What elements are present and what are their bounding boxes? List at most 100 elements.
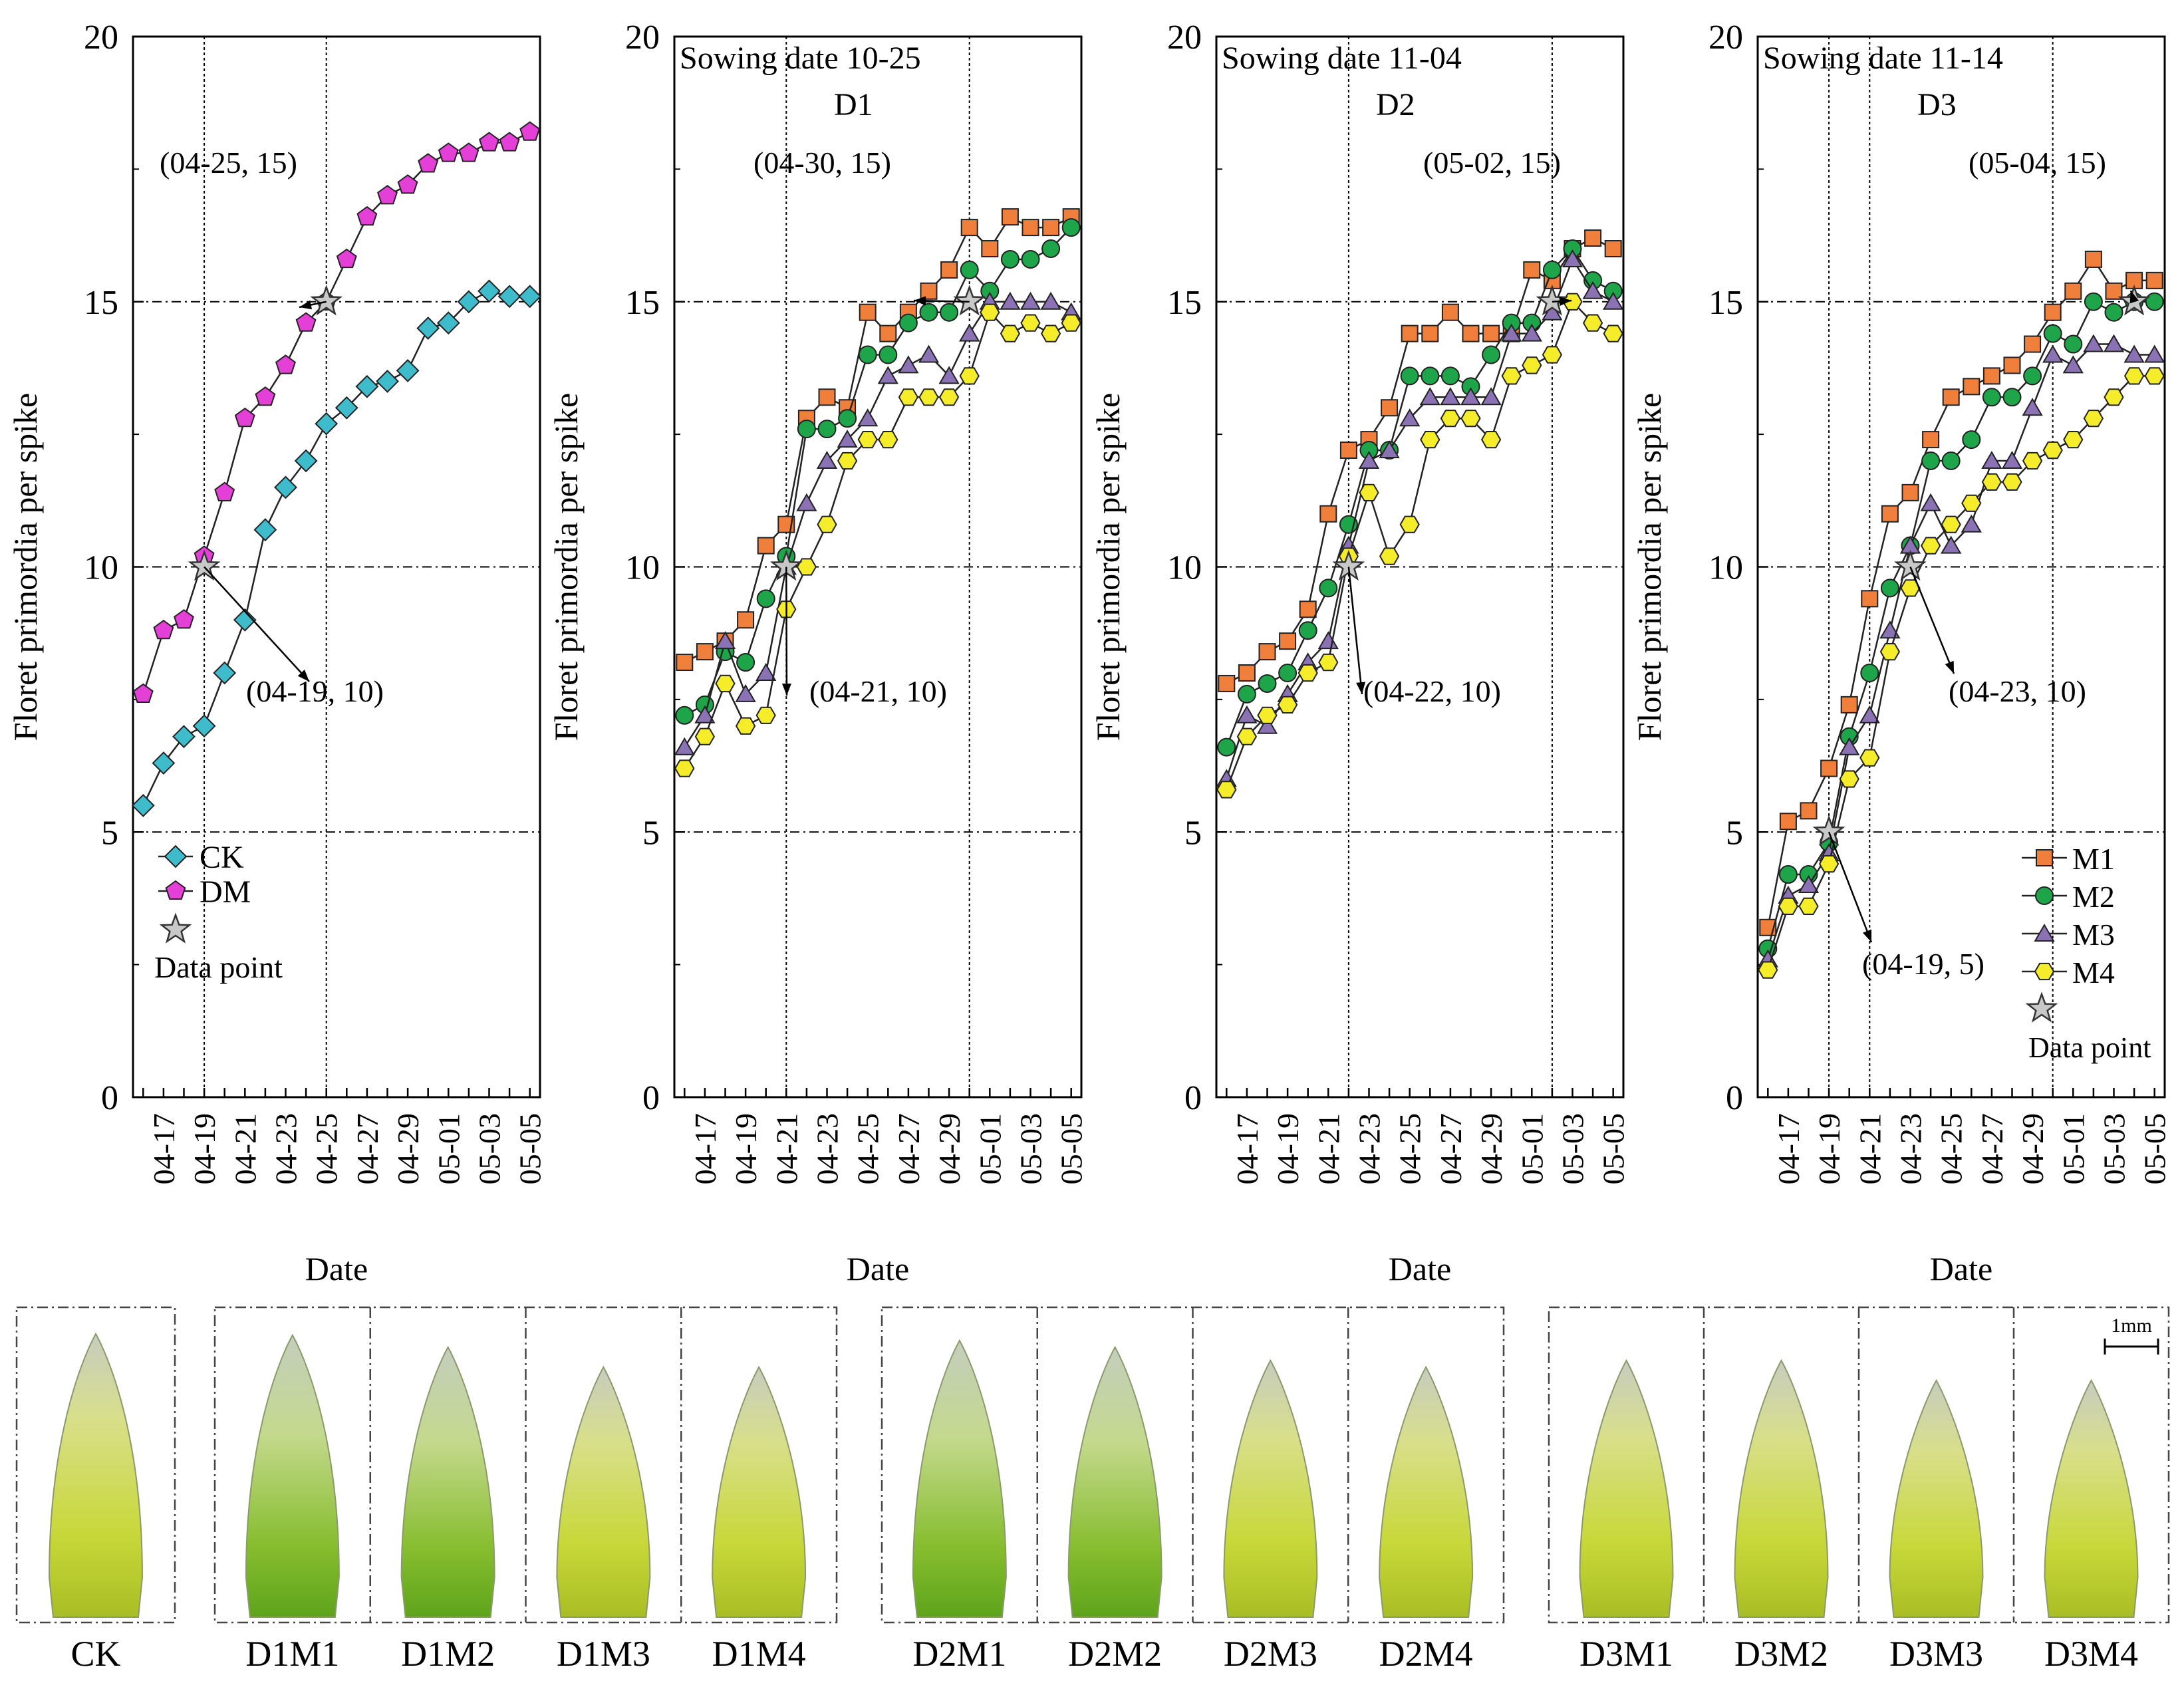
spike-label-d2m3: D2M3 (1224, 1634, 1317, 1674)
data-point-m4 (1040, 324, 1061, 342)
series-m4 (1216, 293, 1623, 799)
data-point-m2 (838, 409, 857, 428)
y-tick-label: 5 (1184, 814, 1202, 852)
data-point-m3 (1020, 291, 1041, 310)
y-axis-label: Floret primordia per spike (547, 393, 585, 741)
data-point-m4 (1941, 515, 1961, 533)
annotation-arrow-head (1559, 297, 1571, 307)
annotation-label: (04-30, 15) (753, 146, 891, 180)
data-point-dm (377, 185, 398, 205)
series-m1 (1759, 250, 2163, 936)
y-tick-label: 0 (101, 1079, 118, 1117)
spike-label-d3m3: D3M3 (1889, 1634, 1983, 1674)
series-dm (132, 121, 541, 703)
data-point-m1 (2084, 250, 2102, 268)
data-point-m4 (2144, 367, 2165, 385)
data-point-m1 (879, 324, 897, 342)
data-point-m1 (2145, 271, 2163, 289)
data-point-m1 (1238, 664, 1256, 682)
data-point-m1 (2003, 356, 2021, 374)
annotation-arrow-head (297, 669, 309, 682)
y-tick-label: 5 (1726, 814, 1743, 852)
scale-bar: 1mm (2104, 1315, 2159, 1355)
spike-label-d1m4: D1M4 (712, 1634, 806, 1674)
data-point-m2 (1041, 239, 1061, 258)
data-point-m3 (1460, 387, 1482, 406)
data-point-m1 (1339, 442, 1357, 459)
x-tick-label: 05-01 (2056, 1113, 2090, 1184)
spike-label-ck: CK (70, 1634, 120, 1674)
data-point-m4 (2083, 410, 2104, 428)
data-point-m2 (1482, 345, 1501, 364)
data-point-m3 (2042, 344, 2064, 363)
data-point-m4 (1818, 855, 1840, 873)
photo-group-1: CK (15, 1306, 176, 1674)
spike-image-d3m1 (1579, 1359, 1674, 1618)
series-m2 (1758, 292, 2164, 958)
x-tick-label: 04-23 (269, 1113, 303, 1184)
data-point-m4 (2002, 473, 2022, 491)
data-point-m1 (1401, 324, 1419, 342)
data-point-m1 (1462, 324, 1480, 342)
data-point-m4 (674, 759, 695, 777)
data-point-dm (438, 142, 459, 162)
x-axis-label: Date (1930, 1250, 1992, 1287)
data-point-m1 (1441, 303, 1459, 321)
data-point-m1 (1523, 261, 1541, 279)
data-point-m4 (1859, 749, 1880, 767)
data-point-m1 (1604, 240, 1622, 257)
data-point-m1 (1022, 219, 1039, 237)
data-point-m2 (919, 303, 938, 322)
y-tick-label: 20 (84, 19, 118, 57)
data-point-m3 (938, 366, 960, 384)
y-axis-label: Floret primordia per spike (7, 393, 44, 741)
x-tick-label: 04-27 (350, 1113, 384, 1184)
data-point-m4 (1216, 781, 1237, 799)
spike-label-d3m1: D3M1 (1579, 1634, 1673, 1674)
annotation-label: (05-04, 15) (1969, 146, 2106, 180)
x-tick-label: 04-17 (1230, 1113, 1264, 1184)
data-point-m3 (1317, 631, 1339, 650)
data-point-m2 (2043, 324, 2062, 343)
data-point-m3 (796, 493, 817, 511)
chart-panel-4: 0 5 10 15 20 04-17 04-19 04-21 04-23 04-25 04-27 04… (1631, 19, 2172, 1287)
annotation-arrow-head (299, 300, 313, 310)
data-point-m3 (1562, 249, 1583, 267)
data-point-m4 (796, 558, 817, 576)
x-axis-label: Date (305, 1250, 368, 1287)
data-point-m3 (918, 344, 940, 363)
data-point-m4 (1480, 431, 1502, 449)
data-point-m1 (1584, 229, 1602, 247)
data-point-m4 (898, 388, 919, 406)
data-point-m3 (1981, 451, 2002, 469)
photo-group-3: D2M1 D2M2 D2M3 D2M4 (881, 1306, 1505, 1674)
annotation-arrow (204, 566, 310, 682)
data-point-m4 (1778, 897, 1799, 915)
data-point-m4 (1277, 696, 1298, 714)
data-point-m2 (960, 260, 979, 279)
data-point-m3 (1480, 387, 1502, 406)
data-point-m3 (1859, 705, 1880, 723)
data-point-m3 (714, 631, 736, 650)
y-tick-label: 15 (1167, 284, 1202, 322)
data-point-m2 (1778, 865, 1798, 884)
data-point-m4 (1603, 324, 1623, 342)
data-point-m1 (2064, 282, 2082, 300)
data-point-m4 (1236, 727, 1258, 745)
data-point-ck (518, 285, 542, 309)
data-point-m1 (2024, 335, 2042, 353)
data-point-m3 (735, 684, 756, 702)
data-point-m2 (2002, 388, 2022, 407)
data-point-dm (499, 132, 520, 152)
data-point-m1 (1001, 208, 1019, 226)
data-point-ck (233, 608, 257, 632)
data-point-m4 (837, 452, 858, 470)
data-point-dm (132, 683, 154, 703)
x-tick-label: 04-21 (228, 1113, 262, 1184)
spike-label-d2m4: D2M4 (1379, 1634, 1473, 1674)
data-point-m3 (1501, 323, 1522, 342)
spike-label-d1m2: D1M2 (401, 1634, 495, 1674)
legend-data-point-label: Data point (154, 950, 283, 984)
y-tick-label: 0 (1184, 1079, 1202, 1117)
legend-star (159, 912, 192, 944)
